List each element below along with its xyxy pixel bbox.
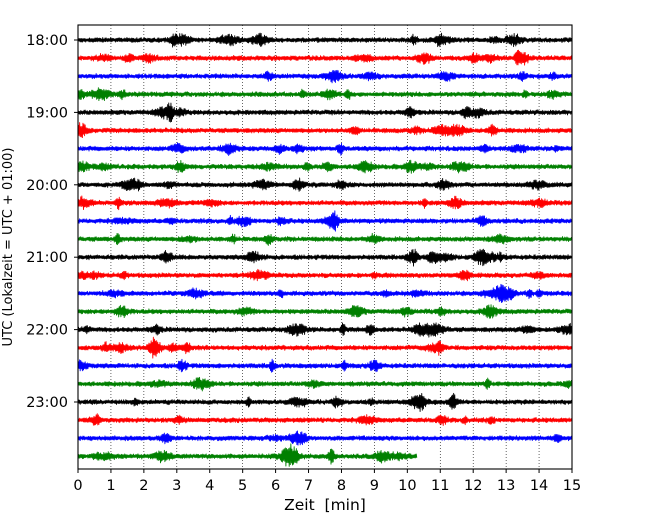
seismogram-trace xyxy=(77,322,573,338)
y-tick-label: 18:00 xyxy=(26,33,68,49)
seismogram-trace xyxy=(77,142,573,156)
seismogram-trace xyxy=(77,283,573,303)
grid-layer xyxy=(110,25,540,469)
seismogram-trace xyxy=(77,122,573,139)
x-tick-label: 0 xyxy=(73,478,82,494)
y-tick-label: 21:00 xyxy=(26,250,68,266)
seismogram-trace xyxy=(77,102,573,123)
x-tick-label: 6 xyxy=(271,478,280,494)
y-tick-label: 22:00 xyxy=(26,323,68,339)
seismogram-trace xyxy=(77,304,573,319)
seismogram-trace xyxy=(77,87,573,102)
seismogram-trace xyxy=(77,336,573,359)
plot-frame xyxy=(77,24,573,470)
tick-layer: 0 1 2 3 4 5 6 7 8 9 10 11 12 13 14 1518:0019:0020:0021:… xyxy=(26,33,581,494)
seismogram-trace xyxy=(77,268,573,282)
seismogram-trace xyxy=(77,69,573,84)
seismogram-trace xyxy=(77,177,573,192)
y-tick-label: 23:00 xyxy=(26,395,68,411)
x-axis-label: Zeit [min] xyxy=(284,496,366,514)
seismogram-trace xyxy=(77,159,573,174)
seismogram-trace xyxy=(77,413,573,426)
seismogram-trace xyxy=(77,32,573,48)
x-tick-label: 12 xyxy=(464,478,482,494)
x-tick-label: 15 xyxy=(563,478,581,494)
x-tick-label: 2 xyxy=(139,478,148,494)
seismogram-trace xyxy=(77,358,573,373)
x-tick-label: 1 xyxy=(106,478,115,494)
trace-layer xyxy=(77,32,573,467)
seismogram-trace xyxy=(77,232,573,246)
seismogram-trace xyxy=(77,195,573,211)
x-tick-label: 9 xyxy=(370,478,379,494)
x-tick-label: 8 xyxy=(337,478,346,494)
y-tick-label: 19:00 xyxy=(26,105,68,121)
x-tick-label: 4 xyxy=(205,478,214,494)
seismogram-trace xyxy=(77,49,573,66)
x-tick-label: 3 xyxy=(172,478,181,494)
x-tick-label: 13 xyxy=(497,478,515,494)
x-tick-label: 11 xyxy=(431,478,449,494)
x-tick-label: 10 xyxy=(398,478,416,494)
x-tick-label: 7 xyxy=(304,478,313,494)
seismogram-trace xyxy=(77,210,573,232)
seismogram-trace xyxy=(77,376,573,392)
x-tick-label: 14 xyxy=(530,478,548,494)
seismogram-trace xyxy=(77,443,418,467)
seismogram-trace xyxy=(77,248,573,267)
seismogram-trace xyxy=(77,392,573,412)
y-tick-label: 20:00 xyxy=(26,178,68,194)
seismogram-trace xyxy=(77,430,573,446)
x-tick-label: 5 xyxy=(238,478,247,494)
y-axis-label: UTC (Lokalzeit = UTC + 01:00) xyxy=(1,148,16,347)
